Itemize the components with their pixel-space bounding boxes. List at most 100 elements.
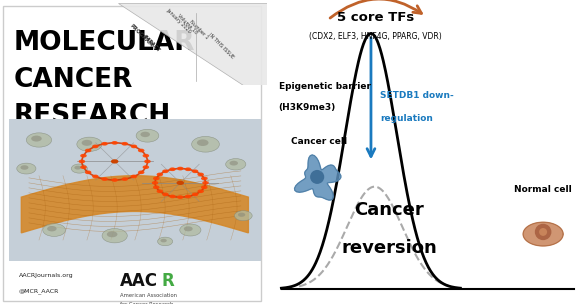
Text: (H3K9me3): (H3K9me3) — [279, 103, 336, 112]
Circle shape — [122, 142, 128, 146]
Circle shape — [191, 136, 219, 152]
Circle shape — [138, 171, 144, 174]
Circle shape — [102, 229, 127, 243]
Text: AACRJournals.org: AACRJournals.org — [19, 273, 74, 278]
Circle shape — [144, 160, 151, 163]
Text: American Association: American Association — [119, 293, 177, 298]
Circle shape — [197, 173, 204, 176]
Circle shape — [185, 195, 191, 198]
Circle shape — [143, 165, 149, 169]
Circle shape — [140, 132, 150, 137]
Circle shape — [202, 181, 209, 185]
Circle shape — [177, 167, 183, 171]
Text: PROGRAM: PROGRAM — [129, 24, 154, 48]
Circle shape — [85, 171, 92, 174]
Text: CANCER: CANCER — [13, 67, 133, 93]
Circle shape — [71, 164, 88, 173]
Circle shape — [180, 224, 201, 236]
Circle shape — [111, 178, 118, 182]
Circle shape — [17, 163, 36, 174]
Text: Defining the Molecular Basis
of Malignancy and Progression: Defining the Molecular Basis of Malignan… — [13, 131, 110, 143]
Circle shape — [185, 168, 191, 171]
Circle shape — [20, 165, 28, 170]
Circle shape — [138, 149, 144, 152]
Circle shape — [130, 174, 137, 178]
Text: for Cancer Research: for Cancer Research — [119, 302, 173, 304]
Circle shape — [157, 189, 163, 193]
Circle shape — [169, 195, 176, 198]
Polygon shape — [21, 176, 248, 233]
Text: reversion: reversion — [342, 239, 437, 257]
Text: regulation: regulation — [380, 114, 433, 123]
Polygon shape — [295, 155, 341, 200]
Text: Volume 18: Volume 18 — [176, 13, 198, 35]
Text: R: R — [161, 272, 174, 290]
Circle shape — [80, 154, 87, 157]
Text: Number 1: Number 1 — [188, 19, 209, 40]
Polygon shape — [523, 222, 563, 246]
Text: (CDX2, ELF3, HNF4G, PPARG, VDR): (CDX2, ELF3, HNF4G, PPARG, VDR) — [309, 32, 442, 41]
Circle shape — [26, 133, 52, 147]
Text: MOLECULAR: MOLECULAR — [13, 30, 195, 57]
Circle shape — [184, 226, 193, 231]
Circle shape — [122, 177, 128, 181]
Text: RESEARCH: RESEARCH — [13, 103, 171, 130]
Text: IMPACT: IMPACT — [142, 34, 161, 53]
Text: Epigenetic barrier: Epigenetic barrier — [279, 82, 371, 91]
Circle shape — [226, 159, 246, 170]
Circle shape — [92, 174, 99, 178]
Circle shape — [201, 185, 208, 189]
Circle shape — [153, 185, 160, 189]
Circle shape — [92, 144, 99, 148]
Text: IN THIS ISSUE: IN THIS ISSUE — [207, 32, 235, 59]
Circle shape — [161, 239, 167, 242]
Text: Normal cell: Normal cell — [514, 185, 572, 195]
Circle shape — [176, 181, 184, 185]
Circle shape — [192, 192, 198, 196]
Text: SETDB1 down-: SETDB1 down- — [380, 91, 454, 100]
Circle shape — [102, 142, 108, 146]
Circle shape — [230, 161, 238, 166]
Polygon shape — [118, 3, 267, 85]
Text: AAC: AAC — [119, 272, 158, 290]
Circle shape — [234, 211, 252, 221]
Circle shape — [80, 165, 87, 169]
Circle shape — [31, 136, 42, 142]
Circle shape — [152, 181, 158, 185]
Circle shape — [157, 173, 163, 176]
Circle shape — [111, 159, 118, 164]
Circle shape — [153, 177, 160, 180]
Circle shape — [111, 141, 118, 145]
Text: 5 core TFs: 5 core TFs — [337, 11, 414, 24]
Circle shape — [136, 129, 159, 142]
Text: Cancer: Cancer — [354, 201, 425, 219]
Circle shape — [201, 177, 208, 180]
Circle shape — [197, 189, 204, 193]
Circle shape — [539, 228, 547, 236]
Circle shape — [177, 195, 183, 199]
Circle shape — [169, 168, 176, 171]
FancyBboxPatch shape — [3, 6, 262, 301]
Circle shape — [82, 140, 92, 146]
Text: January 2020: January 2020 — [165, 7, 192, 34]
Text: @MCR_AACR: @MCR_AACR — [19, 288, 59, 294]
Circle shape — [162, 192, 169, 196]
Circle shape — [197, 140, 209, 146]
Circle shape — [77, 137, 102, 151]
Circle shape — [43, 223, 66, 237]
Circle shape — [107, 231, 117, 237]
Circle shape — [310, 170, 324, 184]
Circle shape — [192, 169, 198, 173]
Text: Cancer cell: Cancer cell — [291, 137, 347, 146]
Circle shape — [74, 166, 81, 170]
Circle shape — [85, 149, 92, 152]
Circle shape — [130, 144, 137, 148]
Circle shape — [78, 160, 85, 163]
Circle shape — [158, 237, 173, 246]
Circle shape — [143, 154, 149, 157]
Circle shape — [162, 169, 169, 173]
Circle shape — [47, 226, 57, 231]
Circle shape — [102, 177, 108, 181]
Circle shape — [535, 224, 552, 240]
Circle shape — [238, 212, 245, 217]
